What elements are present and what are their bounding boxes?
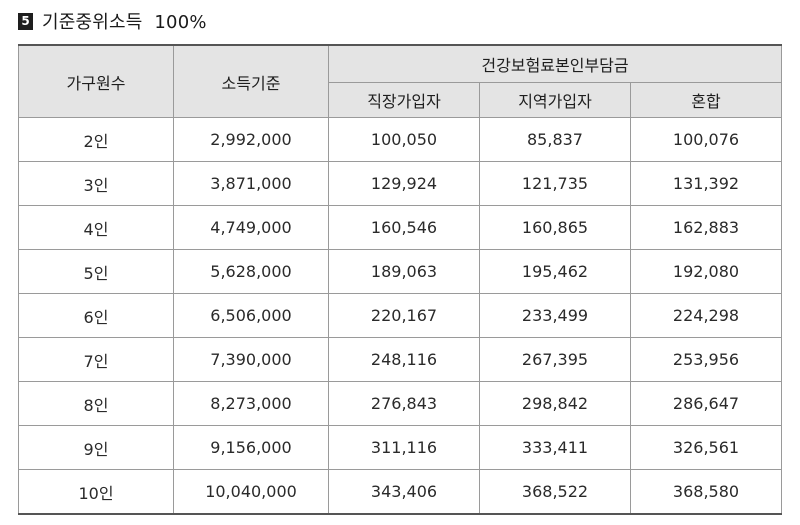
header-premium-group: 건강보험료본인부담금 — [327, 44, 783, 83]
section-number-badge: 5 — [18, 12, 33, 30]
premium-table: 가구원수 소득기준 건강보험료본인부담금 직장가입자 지역가입자 혼합 2인 2… — [18, 44, 783, 515]
cell-income: 10,040,000 — [173, 469, 329, 515]
cell-household-size: 8인 — [18, 381, 174, 426]
cell-regional: 195,462 — [479, 249, 631, 294]
header-row-sub: 직장가입자 지역가입자 혼합 — [19, 82, 783, 118]
cell-regional: 267,395 — [479, 337, 631, 382]
header-mixed: 혼합 — [629, 82, 783, 118]
cell-employee: 248,116 — [328, 337, 480, 382]
cell-mixed: 131,392 — [629, 161, 783, 206]
cell-employee: 311,116 — [328, 425, 480, 470]
section-title-text: 기준중위소득 100% — [42, 12, 207, 33]
table-row: 10인 10,040,000 343,406 368,522 368,580 — [18, 469, 783, 515]
table-row: 4인 4,749,000 160,546 160,865 162,883 — [18, 205, 783, 250]
cell-household-size: 9인 — [18, 425, 174, 470]
cell-household-size: 2인 — [18, 117, 174, 162]
cell-income: 5,628,000 — [173, 249, 329, 294]
cell-mixed: 326,561 — [629, 425, 783, 470]
table-row: 7인 7,390,000 248,116 267,395 253,956 — [18, 337, 783, 382]
header-household-size: 가구원수 — [18, 44, 174, 118]
table-row: 9인 9,156,000 311,116 333,411 326,561 — [18, 425, 783, 470]
cell-regional: 298,842 — [479, 381, 631, 426]
cell-income: 2,992,000 — [173, 117, 329, 162]
cell-household-size: 7인 — [18, 337, 174, 382]
cell-mixed: 192,080 — [629, 249, 783, 294]
header-row-top: 가구원수 소득기준 건강보험료본인부담금 — [18, 44, 783, 118]
section-title: 5 기준중위소득 100% — [18, 6, 207, 36]
table-row: 2인 2,992,000 100,050 85,837 100,076 — [18, 117, 783, 162]
cell-income: 8,273,000 — [173, 381, 329, 426]
cell-mixed: 224,298 — [629, 293, 783, 338]
cell-regional: 121,735 — [479, 161, 631, 206]
cell-household-size: 5인 — [18, 249, 174, 294]
table-row: 6인 6,506,000 220,167 233,499 224,298 — [18, 293, 783, 338]
cell-employee: 276,843 — [328, 381, 480, 426]
cell-income: 9,156,000 — [173, 425, 329, 470]
cell-regional: 160,865 — [479, 205, 631, 250]
cell-employee: 100,050 — [328, 117, 480, 162]
cell-employee: 189,063 — [328, 249, 480, 294]
cell-employee: 160,546 — [328, 205, 480, 250]
table-row: 5인 5,628,000 189,063 195,462 192,080 — [18, 249, 783, 294]
cell-household-size: 3인 — [18, 161, 174, 206]
header-regional-subscriber: 지역가입자 — [479, 82, 631, 118]
header-income-standard: 소득기준 — [173, 44, 329, 118]
table-row: 3인 3,871,000 129,924 121,735 131,392 — [18, 161, 783, 206]
cell-employee: 220,167 — [328, 293, 480, 338]
header-employee-subscriber: 직장가입자 — [328, 82, 480, 118]
table-header: 가구원수 소득기준 건강보험료본인부담금 직장가입자 지역가입자 혼합 — [18, 44, 783, 118]
cell-mixed: 286,647 — [629, 381, 783, 426]
cell-regional: 233,499 — [479, 293, 631, 338]
cell-household-size: 10인 — [18, 469, 174, 515]
cell-income: 4,749,000 — [173, 205, 329, 250]
cell-household-size: 4인 — [18, 205, 174, 250]
cell-mixed: 100,076 — [629, 117, 783, 162]
table-body: 2인 2,992,000 100,050 85,837 100,076 3인 3… — [18, 117, 783, 515]
cell-income: 6,506,000 — [173, 293, 329, 338]
cell-employee: 129,924 — [328, 161, 480, 206]
cell-regional: 368,522 — [479, 469, 631, 515]
cell-mixed: 253,956 — [629, 337, 783, 382]
cell-regional: 85,837 — [479, 117, 631, 162]
cell-regional: 333,411 — [479, 425, 631, 470]
cell-household-size: 6인 — [18, 293, 174, 338]
cell-income: 3,871,000 — [173, 161, 329, 206]
cell-mixed: 368,580 — [629, 469, 783, 515]
cell-mixed: 162,883 — [629, 205, 783, 250]
cell-income: 7,390,000 — [173, 337, 329, 382]
table-row: 8인 8,273,000 276,843 298,842 286,647 — [18, 381, 783, 426]
cell-employee: 343,406 — [328, 469, 480, 515]
